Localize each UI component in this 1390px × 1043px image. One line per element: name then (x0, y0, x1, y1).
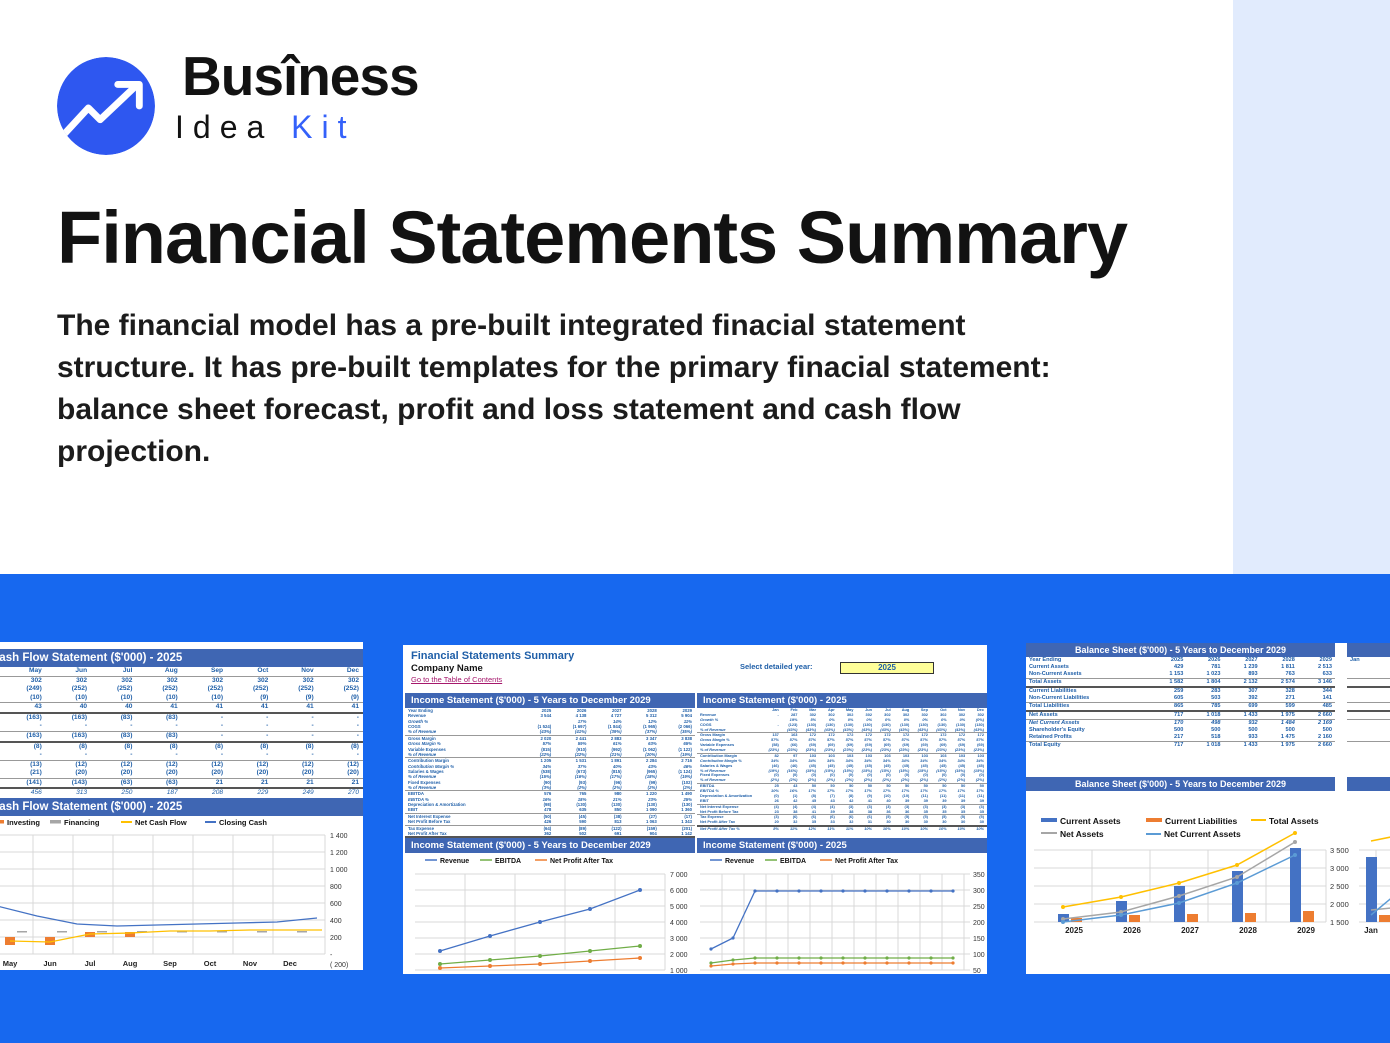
svg-text:Nov: Nov (243, 959, 258, 968)
svg-text:2025: 2025 (1065, 926, 1083, 935)
svg-text:Jan: Jan (1364, 926, 1378, 935)
svg-text:100: 100 (973, 952, 985, 959)
svg-text:EBITDA: EBITDA (780, 858, 806, 865)
svg-text:Revenue: Revenue (440, 858, 469, 865)
svg-text:2 000: 2 000 (670, 952, 688, 959)
svg-text:Aug: Aug (123, 959, 138, 968)
svg-text:Total Assets: Total Assets (1269, 816, 1319, 826)
svg-text:Investing: Investing (7, 818, 40, 827)
svg-text:Jun: Jun (43, 959, 57, 968)
svg-text:600: 600 (330, 901, 342, 908)
svg-text:Sep: Sep (163, 959, 177, 968)
svg-text:400: 400 (330, 918, 342, 925)
svg-text:-: - (330, 952, 333, 959)
svg-text:250: 250 (973, 904, 985, 911)
svg-text:Current Assets: Current Assets (1060, 816, 1121, 826)
svg-text:2 000: 2 000 (1330, 900, 1349, 909)
svg-text:6 000: 6 000 (670, 888, 688, 895)
svg-text:Net Current Assets: Net Current Assets (1164, 829, 1241, 839)
svg-text:150: 150 (973, 936, 985, 943)
svg-text:800: 800 (330, 884, 342, 891)
svg-text:2026: 2026 (1123, 926, 1141, 935)
svg-text:5 000: 5 000 (670, 904, 688, 911)
svg-text:Financing: Financing (64, 818, 100, 827)
svg-text:3 500: 3 500 (1330, 846, 1349, 855)
svg-text:1 200: 1 200 (330, 850, 348, 857)
svg-text:Jul: Jul (85, 959, 96, 968)
svg-text:1 000: 1 000 (670, 968, 688, 974)
svg-text:200: 200 (973, 920, 985, 927)
svg-text:Net Profit After Tax: Net Profit After Tax (835, 858, 898, 865)
svg-text:Dec: Dec (283, 959, 297, 968)
svg-text:1 500: 1 500 (1330, 918, 1349, 927)
svg-text:Net Profit After Tax: Net Profit After Tax (550, 858, 613, 865)
svg-text:Oct: Oct (204, 959, 217, 968)
svg-text:Revenue: Revenue (725, 858, 754, 865)
svg-text:50: 50 (973, 968, 981, 974)
svg-text:Current Liabilities: Current Liabilities (1165, 816, 1238, 826)
svg-text:( 200): ( 200) (330, 962, 348, 969)
svg-text:4 000: 4 000 (670, 920, 688, 927)
svg-text:2 500: 2 500 (1330, 882, 1349, 891)
svg-text:3 000: 3 000 (1330, 864, 1349, 873)
svg-text:350: 350 (973, 872, 985, 879)
svg-text:Closing Cash: Closing Cash (219, 818, 267, 827)
svg-text:2027: 2027 (1181, 926, 1199, 935)
svg-text:May: May (3, 959, 18, 968)
svg-text:200: 200 (330, 935, 342, 942)
svg-text:1 400: 1 400 (330, 833, 348, 840)
svg-text:2028: 2028 (1239, 926, 1257, 935)
svg-text:1 000: 1 000 (330, 867, 348, 874)
svg-text:300: 300 (973, 888, 985, 895)
svg-text:EBITDA: EBITDA (495, 858, 521, 865)
svg-text:Net Cash Flow: Net Cash Flow (135, 818, 187, 827)
svg-text:2029: 2029 (1297, 926, 1315, 935)
svg-text:7 000: 7 000 (670, 872, 688, 879)
svg-text:3 000: 3 000 (670, 936, 688, 943)
svg-text:Net Assets: Net Assets (1060, 829, 1104, 839)
